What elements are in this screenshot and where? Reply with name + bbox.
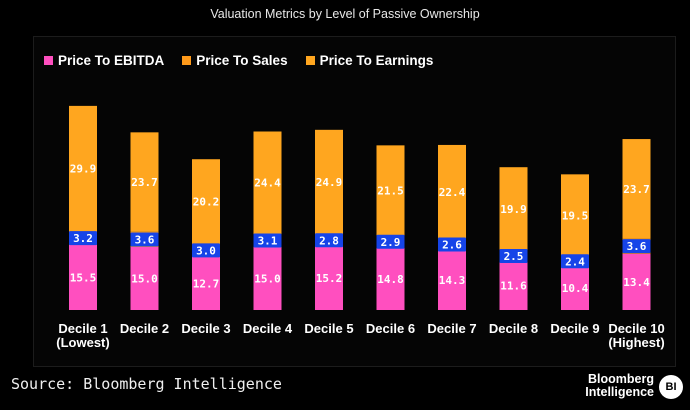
data-label-earnings: 29.9 <box>70 163 97 176</box>
data-label-earnings: 24.4 <box>254 177 281 190</box>
category-label: Decile 4 <box>243 321 293 336</box>
data-label-ebitda: 13.4 <box>623 276 650 289</box>
sales-label-box <box>499 249 528 264</box>
data-label-sales: 2.5 <box>504 250 524 263</box>
sales-label-box <box>69 231 97 246</box>
data-label-earnings: 20.2 <box>193 196 220 209</box>
legend-item-ebitda: Price To EBITDA <box>44 52 164 68</box>
bar-ebitda <box>622 253 651 310</box>
data-label-earnings: 22.4 <box>439 186 466 199</box>
data-label-sales: 2.8 <box>319 234 339 247</box>
data-label-sales: 3.6 <box>135 233 155 246</box>
bar-earnings <box>376 145 405 236</box>
category-label: Decile 8 <box>489 321 538 336</box>
data-label-ebitda: 12.7 <box>193 277 220 290</box>
bar-earnings <box>499 167 528 251</box>
legend-item-earnings: Price To Earnings <box>305 52 434 68</box>
category-label: Decile 5 <box>304 321 353 336</box>
bar-ebitda <box>376 247 405 310</box>
sales-label-box <box>622 239 651 254</box>
data-label-ebitda: 14.3 <box>439 274 466 287</box>
data-label-ebitda: 15.5 <box>70 271 97 284</box>
data-label-earnings: 19.9 <box>500 203 527 216</box>
data-label-sales: 2.4 <box>565 255 585 268</box>
category-label: Decile 10 <box>608 321 664 336</box>
data-label-sales: 3.2 <box>73 232 93 245</box>
bar-ebitda <box>499 261 528 310</box>
data-label-ebitda: 15.0 <box>254 273 281 286</box>
data-label-sales: 3.1 <box>258 234 278 247</box>
bar-ebitda <box>69 244 97 310</box>
category-label: Decile 1 <box>58 321 107 336</box>
category-label: Decile 6 <box>366 321 415 336</box>
bar-ebitda <box>253 247 282 310</box>
legend-swatch-ebitda <box>44 55 53 65</box>
category-label: Decile 9 <box>550 321 599 336</box>
data-label-ebitda: 14.8 <box>377 273 404 286</box>
data-label-sales: 3.6 <box>627 240 647 253</box>
brand-line-2: Intelligence <box>585 385 654 399</box>
legend-swatch-earnings <box>305 55 315 65</box>
legend-label-earnings: Price To Earnings <box>319 52 434 68</box>
data-label-earnings: 23.7 <box>623 183 650 196</box>
bar-earnings <box>253 131 282 234</box>
data-label-earnings: 21.5 <box>377 185 404 198</box>
bar-earnings <box>69 105 97 232</box>
data-label-earnings: 24.9 <box>316 176 343 189</box>
bar-earnings <box>438 144 466 240</box>
chart-legend: Price To EBITDA Price To Sales Price To … <box>44 52 433 68</box>
legend-label-ebitda: Price To EBITDA <box>58 52 165 68</box>
sales-label-box <box>253 233 282 248</box>
data-label-ebitda: 11.6 <box>500 280 527 293</box>
data-label-sales: 3.0 <box>196 244 216 257</box>
data-label-ebitda: 10.4 <box>562 282 589 295</box>
sales-label-box <box>376 234 405 249</box>
brand-logo: Bloomberg Intelligence <box>585 373 654 399</box>
sales-label-box <box>192 243 220 258</box>
data-label-earnings: 23.7 <box>131 176 158 189</box>
sales-label-box <box>561 254 589 269</box>
sales-label-box <box>315 233 343 248</box>
category-sublabel: (Lowest) <box>56 335 109 350</box>
legend-swatch-sales <box>182 55 192 65</box>
bar-ebitda <box>315 246 343 310</box>
bar-earnings <box>192 159 220 245</box>
bar-ebitda <box>438 249 466 310</box>
data-label-earnings: 19.5 <box>562 209 589 222</box>
data-label-sales: 2.6 <box>442 238 462 251</box>
sales-label-box <box>130 232 159 247</box>
chart-title: Valuation Metrics by Level of Passive Ow… <box>210 7 480 21</box>
data-label-ebitda: 15.0 <box>131 273 158 286</box>
bar-earnings <box>622 139 651 239</box>
category-sublabel: (Highest) <box>608 335 664 350</box>
brand-line-1: Bloomberg <box>588 372 654 386</box>
data-label-ebitda: 15.2 <box>316 272 343 285</box>
legend-label-sales: Price To Sales <box>196 52 288 68</box>
bar-earnings <box>130 132 159 232</box>
legend-item-sales: Price To Sales <box>182 52 288 68</box>
bi-badge-icon: BI <box>659 375 683 399</box>
category-label: Decile 7 <box>427 321 476 336</box>
bar-earnings <box>315 129 343 235</box>
source-note: Source: Bloomberg Intelligence <box>11 375 282 393</box>
sales-label-box <box>438 237 466 252</box>
bar-earnings <box>561 174 589 257</box>
bar-ebitda <box>130 247 159 310</box>
data-label-sales: 2.9 <box>381 236 401 249</box>
category-label: Decile 2 <box>120 321 169 336</box>
category-label: Decile 3 <box>181 321 230 336</box>
bar-ebitda <box>561 266 589 310</box>
bar-ebitda <box>192 256 220 310</box>
